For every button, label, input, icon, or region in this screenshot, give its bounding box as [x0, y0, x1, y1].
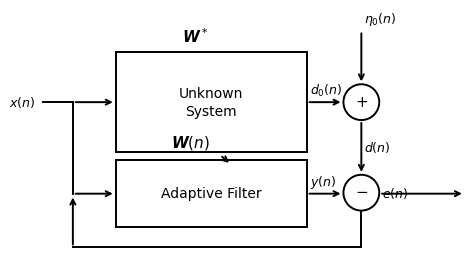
Text: $e(n)$: $e(n)$	[382, 186, 409, 201]
Text: $d(n)$: $d(n)$	[365, 140, 391, 155]
Bar	[116, 160, 307, 227]
Text: $y(n)$: $y(n)$	[310, 174, 336, 191]
Circle shape	[344, 175, 379, 211]
Text: +: +	[355, 95, 368, 110]
Text: Adaptive Filter: Adaptive Filter	[161, 187, 262, 201]
Circle shape	[344, 84, 379, 120]
Text: $x(n)$: $x(n)$	[9, 95, 36, 110]
Text: $\eta_0(n)$: $\eta_0(n)$	[365, 11, 397, 28]
Text: Unknown: Unknown	[179, 87, 243, 101]
Text: −: −	[355, 185, 368, 200]
Text: $\boldsymbol{W}^*$: $\boldsymbol{W}^*$	[182, 28, 208, 46]
Text: $d_0(n)$: $d_0(n)$	[310, 83, 342, 99]
Bar	[116, 52, 307, 152]
Text: System: System	[185, 105, 237, 119]
Text: $\boldsymbol{W}(n)$: $\boldsymbol{W}(n)$	[171, 134, 210, 152]
